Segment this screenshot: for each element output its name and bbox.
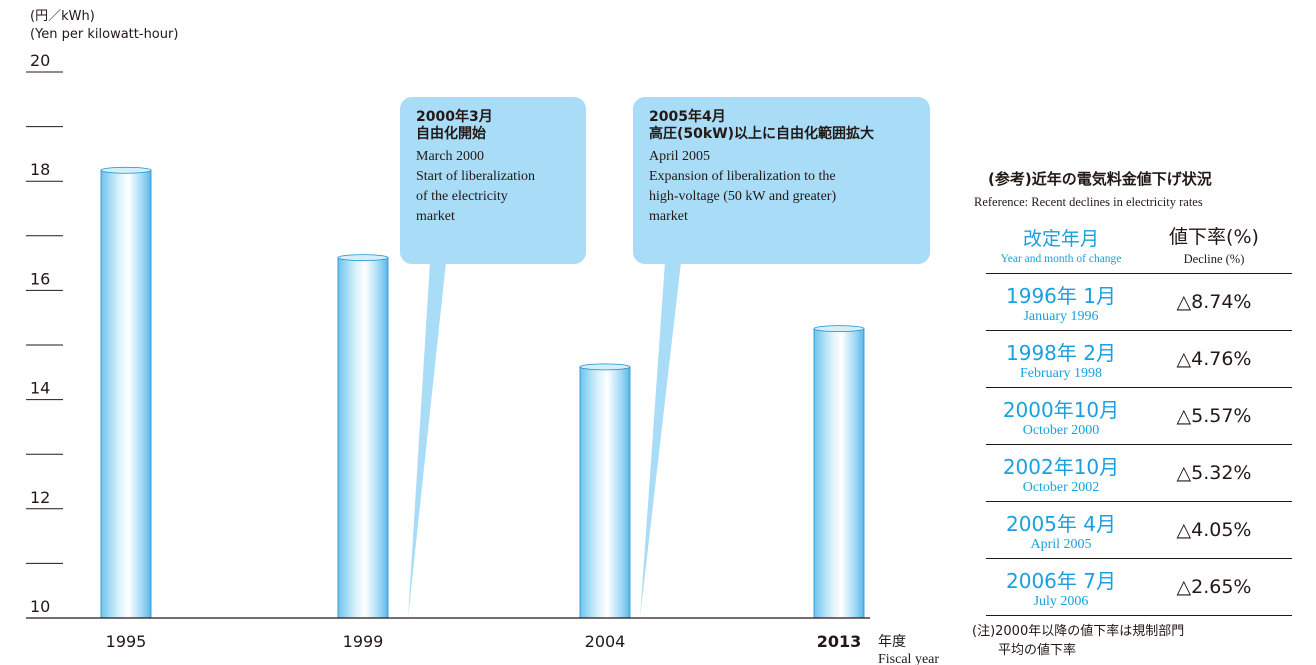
callout-en-line3: of the electricity <box>416 189 508 204</box>
y-tick-label: 20 <box>30 51 50 70</box>
table-row: 2000年10月 October 2000 △5.57% <box>986 388 1292 445</box>
bar-2004 <box>580 367 630 618</box>
callout-2000-liberalization: 2000年3月 自由化開始 March 2000 Start of liberali… <box>400 97 586 264</box>
reference-table-header: 改定年月 Year and month of change 値下率(%) Dec… <box>986 218 1292 274</box>
date-en: October 2002 <box>986 480 1136 496</box>
callout-en-line3: high-voltage (50 kW and greater) <box>649 189 836 204</box>
callout-en-line2: Expansion of liberalization to the <box>649 169 836 184</box>
table-row: 1996年 1月 January 1996 △8.74% <box>986 274 1292 331</box>
bar-1999 <box>338 258 388 618</box>
decline-value: △2.65% <box>1136 559 1292 616</box>
date-en: October 2000 <box>986 423 1136 439</box>
decline-value: △4.05% <box>1136 502 1292 559</box>
callout-title-ja: 2005年4月 高圧(50kW)以上に自由化範囲拡大 <box>649 109 914 143</box>
date-ja: 2006年 7月 <box>986 565 1136 594</box>
date-cell: 2000年10月 October 2000 <box>986 388 1136 445</box>
date-ja: 1998年 2月 <box>986 337 1136 366</box>
table-row: 1998年 2月 February 1998 △4.76% <box>986 331 1292 388</box>
callout-title-ja-line2: 自由化開始 <box>416 126 486 142</box>
x-axis-label-ja: 年度 <box>878 634 906 650</box>
date-cell: 1996年 1月 January 1996 <box>986 274 1136 331</box>
date-ja: 2002年10月 <box>986 451 1136 480</box>
bar-top-2013 <box>814 326 864 332</box>
y-tick-label: 16 <box>30 269 50 288</box>
col-header-decline-ja: 値下率(%) <box>1136 222 1292 249</box>
bar-top-1995 <box>101 167 151 173</box>
col-header-date: 改定年月 Year and month of change <box>986 218 1136 274</box>
date-en: February 1998 <box>986 366 1136 382</box>
y-tick-label: 12 <box>30 488 50 507</box>
date-cell: 2002年10月 October 2002 <box>986 445 1136 502</box>
callout-text-en: March 2000 Start of liberalization of the … <box>416 147 570 227</box>
decline-value: △8.74% <box>1136 274 1292 331</box>
col-header-decline: 値下率(%) Decline (%) <box>1136 218 1292 274</box>
date-cell: 1998年 2月 February 1998 <box>986 331 1136 388</box>
callout-title-ja-line1: 2005年4月 <box>649 109 726 125</box>
callout-title-ja-line2: 高圧(50kW)以上に自由化範囲拡大 <box>649 126 874 142</box>
date-ja: 1996年 1月 <box>986 280 1136 309</box>
decline-value: △4.76% <box>1136 331 1292 388</box>
col-header-date-ja: 改定年月 <box>986 224 1136 251</box>
callout-en-line1: April 2005 <box>649 149 710 164</box>
bar-1995 <box>101 170 151 618</box>
table-row: 2006年 7月 July 2006 △2.65% <box>986 559 1292 616</box>
footnote: (注)2000年以降の値下率は規制部門 平均の値下率 <box>972 622 1292 660</box>
footnote-line2: 平均の値下率 <box>972 641 1292 660</box>
y-tick-label: 14 <box>30 379 50 398</box>
callout-en-line1: March 2000 <box>416 149 484 164</box>
date-ja: 2005年 4月 <box>986 508 1136 537</box>
y-tick-label: 18 <box>30 160 50 179</box>
date-en: January 1996 <box>986 309 1136 325</box>
x-tick-label: 1999 <box>343 632 384 651</box>
callout-en-line2: Start of liberalization <box>416 169 535 184</box>
y-unit-label-en: (Yen per kilowatt-hour) <box>30 27 178 42</box>
callout-title-ja: 2000年3月 自由化開始 <box>416 109 570 143</box>
date-cell: 2006年 7月 July 2006 <box>986 559 1136 616</box>
callout-2005-expansion: 2005年4月 高圧(50kW)以上に自由化範囲拡大 April 2005 Expa… <box>633 97 930 264</box>
callout-en-line4: market <box>416 209 455 224</box>
date-cell: 2005年 4月 April 2005 <box>986 502 1136 559</box>
bar-top-2004 <box>580 364 630 370</box>
callout-pointer-2005 <box>640 262 681 618</box>
reference-subtitle: Reference: Recent declines in electricit… <box>974 195 1292 210</box>
callout-text-en: April 2005 Expansion of liberalization to… <box>649 147 914 227</box>
callout-pointer-2000 <box>408 262 446 618</box>
x-axis-label-en: Fiscal year <box>878 652 939 665</box>
reference-table: 改定年月 Year and month of change 値下率(%) Dec… <box>986 218 1292 616</box>
x-tick-label: 2013 <box>817 632 862 651</box>
reference-title: (参考)近年の電気料金値下げ状況 <box>988 168 1292 189</box>
callout-title-ja-line1: 2000年3月 <box>416 109 493 125</box>
table-row: 2005年 4月 April 2005 △4.05% <box>986 502 1292 559</box>
date-en: July 2006 <box>986 594 1136 610</box>
footnote-line1: (注)2000年以降の値下率は規制部門 <box>972 624 1184 639</box>
col-header-decline-en: Decline (%) <box>1136 252 1292 267</box>
bar-2013 <box>814 329 864 618</box>
callout-en-line4: market <box>649 209 688 224</box>
x-tick-label: 1995 <box>106 632 147 651</box>
table-row: 2002年10月 October 2002 △5.32% <box>986 445 1292 502</box>
x-tick-label: 2004 <box>585 632 626 651</box>
bar-top-1999 <box>338 255 388 261</box>
col-header-date-en: Year and month of change <box>986 253 1136 265</box>
date-ja: 2000年10月 <box>986 394 1136 423</box>
y-unit-label-ja: (円／kWh) <box>30 9 95 24</box>
reference-panel: (参考)近年の電気料金値下げ状況 Reference: Recent decli… <box>972 168 1292 660</box>
date-en: April 2005 <box>986 537 1136 553</box>
decline-value: △5.57% <box>1136 388 1292 445</box>
y-tick-label: 10 <box>30 597 50 616</box>
decline-value: △5.32% <box>1136 445 1292 502</box>
